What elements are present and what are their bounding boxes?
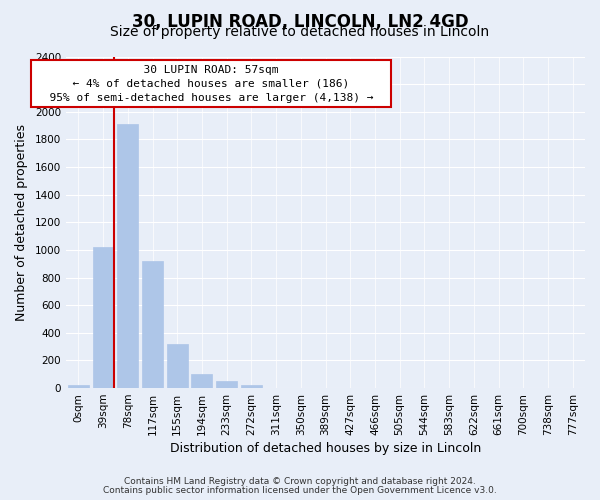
- Text: 30, LUPIN ROAD, LINCOLN, LN2 4GD: 30, LUPIN ROAD, LINCOLN, LN2 4GD: [131, 12, 469, 30]
- Bar: [92, 247, 113, 388]
- Bar: [167, 344, 188, 388]
- Bar: [118, 124, 139, 388]
- Text: Contains public sector information licensed under the Open Government Licence v3: Contains public sector information licen…: [103, 486, 497, 495]
- Bar: [68, 386, 89, 388]
- Bar: [216, 381, 237, 388]
- Text: 30 LUPIN ROAD: 57sqm  
  ← 4% of detached houses are smaller (186)  
  95% of se: 30 LUPIN ROAD: 57sqm ← 4% of detached ho…: [36, 65, 387, 103]
- Bar: [191, 374, 212, 388]
- Y-axis label: Number of detached properties: Number of detached properties: [15, 124, 28, 321]
- X-axis label: Distribution of detached houses by size in Lincoln: Distribution of detached houses by size …: [170, 442, 481, 455]
- Bar: [241, 385, 262, 388]
- Bar: [142, 261, 163, 388]
- Text: Size of property relative to detached houses in Lincoln: Size of property relative to detached ho…: [110, 25, 490, 39]
- Text: Contains HM Land Registry data © Crown copyright and database right 2024.: Contains HM Land Registry data © Crown c…: [124, 477, 476, 486]
